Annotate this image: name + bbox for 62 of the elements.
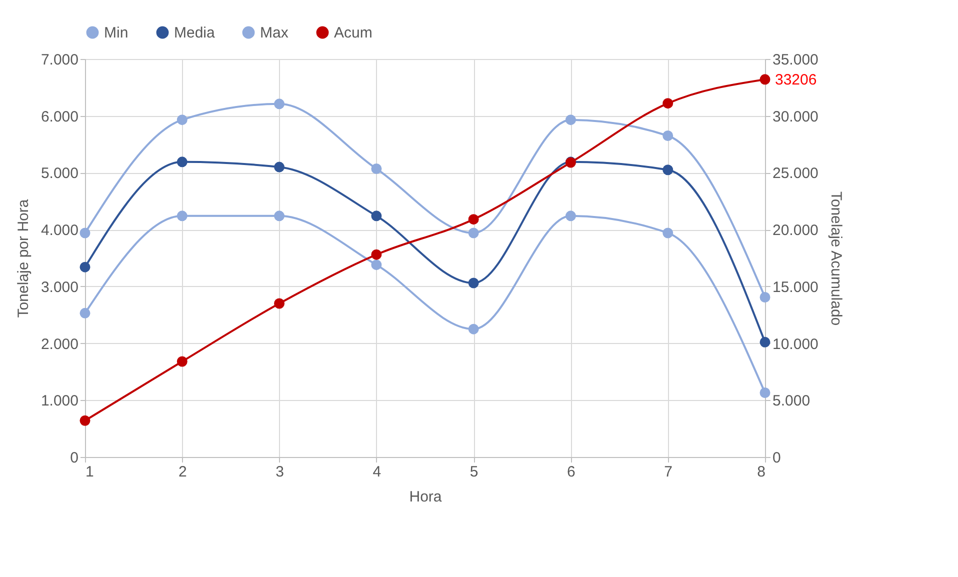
point	[176, 210, 188, 222]
point	[662, 228, 674, 238]
point	[274, 298, 285, 309]
y-tick-label: 2.000	[40, 336, 78, 353]
y-tick-label: 5.000	[40, 165, 78, 182]
point	[565, 210, 576, 222]
x-tick-label: 3	[276, 464, 284, 480]
y-axis-title: Tonelaje por Hora	[14, 198, 32, 318]
legend-label: Max	[260, 24, 289, 42]
y2-tick-label: 0	[772, 450, 781, 466]
point	[274, 162, 285, 172]
y2-tick-label: 30.000	[772, 108, 818, 126]
x-tick-label: 2	[178, 464, 187, 480]
y2-tick-label: 15.000	[772, 278, 818, 296]
x-tick-label: 6	[567, 464, 576, 480]
y2-tick-label: 25.000	[772, 165, 818, 182]
point	[80, 228, 90, 238]
x-tick-label: 8	[757, 464, 766, 480]
point	[468, 214, 479, 225]
y2-tick-label: 20.000	[772, 222, 818, 240]
point	[80, 262, 90, 272]
y-tick-label: 4.000	[40, 222, 78, 240]
point	[371, 164, 382, 174]
legend-label: Acum	[334, 24, 372, 42]
point	[468, 278, 479, 288]
point	[80, 308, 90, 318]
point	[760, 74, 770, 85]
x-axis-title: Hora	[409, 488, 442, 506]
point	[80, 415, 90, 426]
y-tick-label: 6.000	[40, 108, 78, 126]
point	[468, 228, 479, 238]
point	[371, 210, 382, 222]
y2-tick-label: 35.000	[772, 52, 818, 68]
y-tick-label: 7.000	[40, 52, 78, 68]
point	[662, 130, 674, 141]
x-tick-label: 1	[86, 464, 94, 480]
point	[274, 210, 285, 222]
point	[760, 292, 770, 302]
point	[176, 114, 188, 126]
point	[662, 164, 674, 176]
point	[176, 156, 188, 168]
point	[468, 324, 479, 334]
y-tick-label: 1.000	[40, 392, 78, 410]
x-tick-label: 7	[664, 464, 673, 480]
point	[760, 388, 770, 398]
point	[371, 249, 382, 260]
legend-label: Min	[104, 24, 128, 42]
data-label: 33206	[775, 71, 817, 88]
point	[274, 98, 285, 110]
point	[176, 356, 188, 367]
point	[565, 114, 576, 126]
y2-tick-label: 10.000	[772, 336, 818, 353]
point	[662, 98, 674, 109]
x-tick-label: 4	[372, 464, 382, 480]
y-tick-label: 3.000	[40, 278, 78, 296]
y-tick-label: 0	[70, 450, 78, 466]
point	[371, 260, 382, 270]
legend-label: Media	[174, 24, 216, 42]
x-tick-label: 5	[470, 464, 478, 480]
y2-axis-title: Tonelaje Acumulado	[827, 191, 844, 326]
y2-tick-label: 5.000	[772, 392, 810, 410]
point	[760, 336, 770, 348]
